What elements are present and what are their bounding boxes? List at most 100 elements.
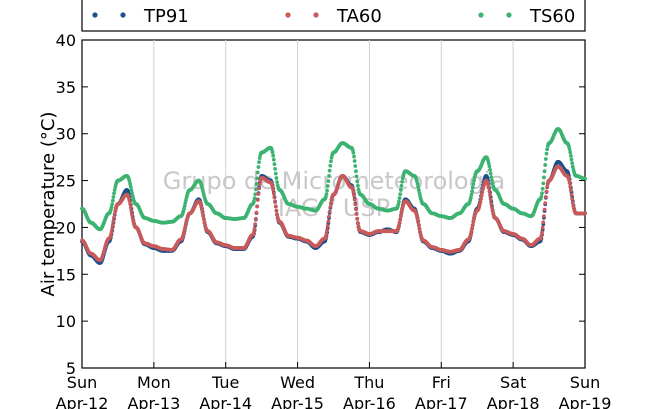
- data-point: [399, 210, 404, 215]
- data-point: [487, 189, 492, 194]
- watermark-line1: Grupo de Micrometeorologia: [163, 167, 505, 195]
- data-point: [542, 169, 547, 174]
- data-point: [325, 228, 329, 233]
- data-point: [353, 164, 358, 168]
- y-tick-label: 15: [56, 265, 76, 284]
- data-point: [355, 220, 360, 225]
- data-point: [570, 161, 575, 166]
- x-tick-label-date: Apr-14: [199, 394, 252, 409]
- x-tick-label-date: Apr-12: [56, 394, 109, 409]
- data-point: [487, 164, 492, 169]
- data-point: [182, 227, 187, 232]
- data-point: [542, 175, 546, 180]
- data-point: [257, 186, 261, 191]
- x-tick-label-date: Apr-19: [559, 394, 612, 409]
- x-tick-label-date: Apr-17: [415, 394, 468, 409]
- data-point: [256, 165, 261, 169]
- watermark: Grupo de Micrometeorologia IAG / USP: [163, 167, 505, 222]
- data-point: [112, 187, 117, 192]
- x-tick-label-day: Wed: [280, 373, 315, 392]
- data-point: [415, 214, 419, 219]
- data-point: [542, 214, 546, 218]
- data-point: [253, 216, 258, 221]
- data-point: [252, 226, 257, 231]
- data-point: [111, 219, 116, 224]
- data-point: [271, 153, 276, 158]
- data-point: [567, 147, 572, 152]
- data-point: [355, 183, 360, 188]
- data-point: [486, 182, 491, 187]
- data-point: [478, 200, 483, 204]
- x-tick-label-date: Apr-13: [127, 394, 180, 409]
- data-point: [327, 214, 331, 219]
- data-point: [486, 161, 491, 166]
- data-point: [327, 173, 331, 178]
- y-axis-title: Air temperature (°C): [38, 112, 59, 297]
- data-point: [568, 184, 573, 189]
- data-point: [488, 193, 492, 198]
- data-point: [111, 195, 116, 199]
- data-point: [109, 205, 114, 210]
- data-point: [480, 190, 485, 195]
- series-TS60: [80, 127, 587, 232]
- legend-box: [81, 0, 586, 32]
- data-point: [417, 191, 422, 195]
- series-TA60: [80, 164, 587, 263]
- data-point: [470, 185, 475, 190]
- data-point: [354, 212, 359, 216]
- data-point: [352, 197, 357, 202]
- data-point: [273, 166, 278, 171]
- data-point: [256, 192, 261, 196]
- x-tick-label-date: Apr-15: [271, 394, 324, 409]
- data-point: [544, 151, 549, 156]
- data-point: [325, 188, 329, 193]
- data-point: [328, 205, 333, 210]
- data-point: [541, 181, 546, 186]
- data-point: [351, 150, 356, 155]
- plot-frame: [81, 39, 586, 369]
- data-point: [128, 202, 133, 206]
- data-point: [355, 179, 360, 184]
- data-point: [583, 176, 587, 181]
- data-point: [471, 219, 476, 224]
- data-point: [110, 226, 115, 231]
- data-point: [354, 207, 358, 212]
- data-point: [470, 189, 474, 194]
- y-tick-label: 25: [56, 172, 76, 191]
- data-point: [127, 198, 132, 203]
- data-point: [490, 178, 494, 183]
- data-point: [539, 194, 544, 199]
- data-point: [274, 208, 279, 213]
- data-point: [273, 200, 278, 205]
- data-point: [400, 179, 405, 184]
- y-tick-label: 5: [66, 359, 76, 378]
- data-point: [110, 198, 115, 203]
- data-point: [397, 220, 402, 225]
- data-point: [567, 178, 571, 182]
- data-point: [329, 201, 333, 205]
- data-point: [112, 191, 116, 196]
- data-point: [396, 202, 401, 207]
- data-point: [570, 196, 575, 201]
- data-point: [273, 171, 278, 176]
- data-point: [200, 210, 205, 215]
- data-point: [471, 182, 476, 186]
- data-point: [397, 223, 401, 228]
- data-point: [470, 223, 475, 227]
- data-point: [543, 201, 548, 206]
- data-point: [545, 185, 550, 189]
- x-tick-label-date: Apr-18: [487, 394, 540, 409]
- data-point: [481, 187, 485, 191]
- data-point: [398, 192, 403, 197]
- data-point: [415, 181, 420, 186]
- data-point: [255, 204, 260, 209]
- data-point: [273, 204, 278, 209]
- data-point: [488, 197, 493, 202]
- data-point: [398, 217, 403, 222]
- data-point: [397, 196, 402, 200]
- data-point: [568, 153, 573, 158]
- data-point: [416, 223, 421, 228]
- data-point: [416, 220, 421, 225]
- data-point: [129, 188, 134, 192]
- data-point: [128, 181, 133, 186]
